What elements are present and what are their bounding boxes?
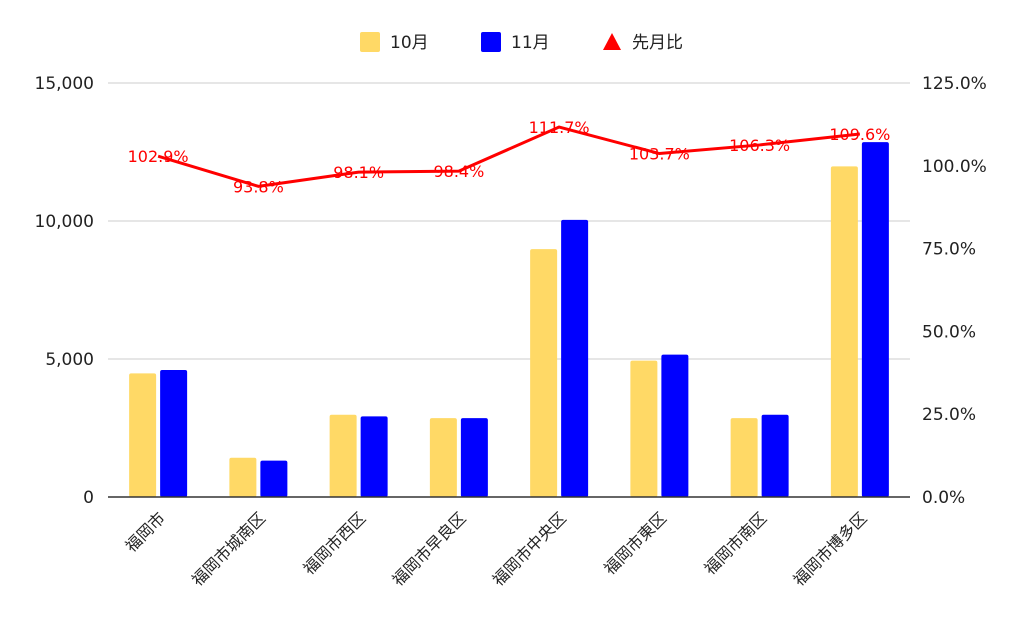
bar-oct <box>730 418 758 497</box>
ratio-data-label: 106.3% <box>729 136 790 155</box>
x-tick-label: 福岡市東区 <box>600 508 670 578</box>
ratio-data-label: 109.6% <box>829 125 890 144</box>
y-left-tick-label: 10,000 <box>35 212 94 232</box>
y-right-tick-label: 50.0% <box>922 322 976 342</box>
bar-oct <box>429 418 457 497</box>
bar-nov <box>160 370 188 497</box>
bar-oct <box>830 166 858 498</box>
y-right-tick-label: 25.0% <box>922 405 976 425</box>
legend-label: 11月 <box>511 33 550 53</box>
ratio-data-label: 102.9% <box>128 147 189 166</box>
x-tick-label: 福岡市早良区 <box>388 508 469 589</box>
bar-nov <box>260 460 288 497</box>
bar-nov <box>561 219 589 497</box>
ratio-data-label: 98.4% <box>433 162 484 181</box>
bar-oct <box>129 373 157 497</box>
bar-nov <box>761 414 789 497</box>
y-right-tick-label: 75.0% <box>922 240 976 260</box>
bar-nov <box>861 142 889 497</box>
legend-label: 先月比 <box>632 33 683 53</box>
x-tick-label: 福岡市城南区 <box>188 508 269 589</box>
ratio-series-line <box>157 125 861 188</box>
bar-nov <box>661 354 689 497</box>
ratio-data-label: 98.1% <box>333 163 384 182</box>
ratio-data-label: 93.8% <box>233 177 284 196</box>
bar-oct <box>630 360 658 497</box>
bar-nov <box>360 416 388 497</box>
bar-oct <box>329 414 357 497</box>
gridlines <box>108 82 910 360</box>
y-left-tick-label: 5,000 <box>45 350 94 370</box>
legend-triangle-icon <box>603 33 621 50</box>
x-tick-label: 福岡市南区 <box>700 508 770 578</box>
ratio-line: 102.9% 93.8% 98.1% 98.4% 111.7% 103.7% 106.3% 1… <box>128 118 891 196</box>
legend-swatch <box>360 32 380 52</box>
ratio-data-label: 103.7% <box>629 145 690 164</box>
y-right-tick-label: 0.0% <box>922 488 965 508</box>
ratio-data-label: 111.7% <box>529 118 590 137</box>
x-tick-label: 福岡市 <box>122 508 169 555</box>
bar-oct <box>530 249 558 497</box>
y-left-tick-label: 0 <box>83 488 94 508</box>
bar-oct <box>229 457 257 497</box>
x-tick-label: 福岡市博多区 <box>789 508 870 589</box>
x-tick-label: 福岡市西区 <box>299 508 369 578</box>
legend-swatch <box>481 32 501 52</box>
legend: 10月 11月 先月比 <box>360 32 683 53</box>
y-right-tick-label: 100.0% <box>922 157 987 177</box>
bars <box>129 142 889 498</box>
y-left-tick-label: 15,000 <box>35 74 94 94</box>
x-tick-label: 福岡市中央区 <box>489 508 570 589</box>
legend-label: 10月 <box>390 33 429 53</box>
bar-nov <box>460 418 488 497</box>
y-right-tick-label: 125.0% <box>922 74 987 94</box>
